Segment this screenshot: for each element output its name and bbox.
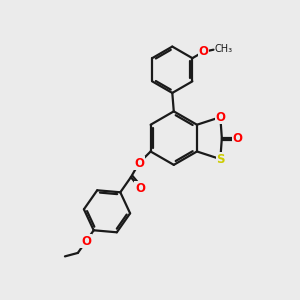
Text: O: O (215, 111, 225, 124)
Text: O: O (135, 182, 145, 195)
Text: CH₃: CH₃ (215, 44, 233, 54)
Text: O: O (81, 235, 91, 248)
Text: O: O (198, 45, 208, 58)
Text: O: O (232, 132, 242, 145)
Text: S: S (216, 153, 225, 166)
Text: O: O (134, 157, 144, 169)
